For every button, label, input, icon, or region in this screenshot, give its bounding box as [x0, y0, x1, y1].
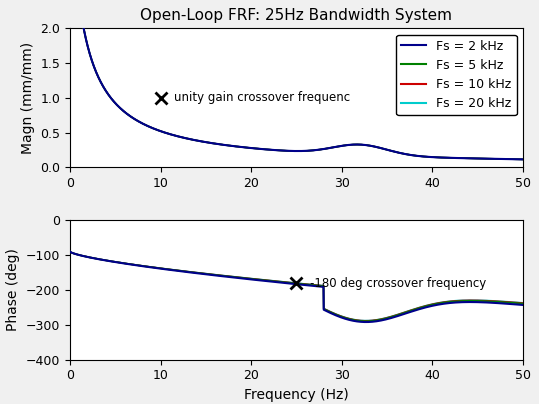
Fs = 2 kHz [520, 157, 526, 162]
Text: -180 deg crossover frequency: -180 deg crossover frequency [310, 276, 486, 290]
Fs = 10 kHz [275, 148, 281, 153]
Line: Fs = 10 kHz: Fs = 10 kHz [70, 0, 523, 159]
Fs = 5 kHz [287, 149, 293, 154]
Fs = 5 kHz [423, 154, 430, 159]
Line: Fs = 20 kHz: Fs = 20 kHz [70, 0, 523, 159]
Fs = 10 kHz [90, 62, 96, 67]
Fs = 5 kHz [507, 157, 513, 162]
Fs = 10 kHz [423, 154, 430, 159]
Fs = 2 kHz [90, 62, 96, 67]
Fs = 2 kHz [423, 154, 430, 159]
Fs = 10 kHz [287, 149, 293, 154]
Line: Fs = 2 kHz: Fs = 2 kHz [70, 0, 523, 159]
Y-axis label: Magn (mm/mm): Magn (mm/mm) [21, 42, 35, 154]
Fs = 5 kHz [90, 62, 96, 67]
Legend: Fs = 2 kHz, Fs = 5 kHz, Fs = 10 kHz, Fs = 20 kHz: Fs = 2 kHz, Fs = 5 kHz, Fs = 10 kHz, Fs … [396, 34, 516, 115]
Fs = 2 kHz [506, 157, 513, 162]
Y-axis label: Phase (deg): Phase (deg) [6, 248, 20, 331]
Fs = 10 kHz [507, 157, 513, 162]
Fs = 5 kHz [275, 148, 281, 153]
Fs = 5 kHz [506, 157, 513, 162]
Fs = 20 kHz [287, 149, 293, 154]
Fs = 2 kHz [287, 149, 293, 154]
Fs = 20 kHz [423, 154, 430, 159]
Text: unity gain crossover frequenc: unity gain crossover frequenc [174, 91, 350, 104]
Fs = 20 kHz [90, 62, 96, 67]
Line: Fs = 5 kHz: Fs = 5 kHz [70, 0, 523, 159]
Fs = 20 kHz [520, 157, 526, 162]
Fs = 2 kHz [275, 148, 281, 153]
X-axis label: Frequency (Hz): Frequency (Hz) [244, 388, 349, 402]
Fs = 10 kHz [520, 157, 526, 162]
Fs = 2 kHz [507, 157, 513, 162]
Fs = 10 kHz [506, 157, 513, 162]
Fs = 20 kHz [275, 148, 281, 153]
Fs = 20 kHz [507, 157, 513, 162]
Fs = 20 kHz [506, 157, 513, 162]
Title: Open-Loop FRF: 25Hz Bandwidth System: Open-Loop FRF: 25Hz Bandwidth System [141, 8, 452, 23]
Fs = 5 kHz [520, 157, 526, 162]
